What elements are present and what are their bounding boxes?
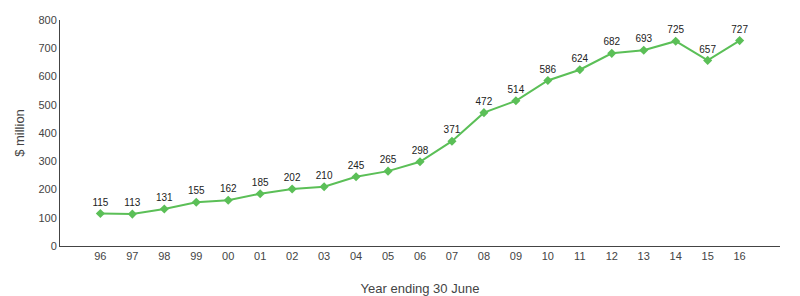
svg-text:300: 300 xyxy=(38,155,56,167)
svg-text:$ million: $ million xyxy=(12,109,27,157)
svg-text:682: 682 xyxy=(603,36,620,47)
svg-text:245: 245 xyxy=(348,160,365,171)
svg-text:11: 11 xyxy=(574,250,585,262)
svg-text:14: 14 xyxy=(670,250,682,262)
svg-text:624: 624 xyxy=(571,53,588,64)
svg-text:0: 0 xyxy=(51,240,57,252)
svg-text:06: 06 xyxy=(414,250,426,262)
svg-text:08: 08 xyxy=(478,250,490,262)
svg-text:12: 12 xyxy=(606,250,618,262)
svg-text:10: 10 xyxy=(542,250,554,262)
svg-text:01: 01 xyxy=(254,250,266,262)
svg-text:Year ending 30 June: Year ending 30 June xyxy=(361,281,480,296)
svg-text:155: 155 xyxy=(188,185,205,196)
svg-text:600: 600 xyxy=(38,70,56,82)
svg-text:472: 472 xyxy=(476,96,493,107)
svg-text:115: 115 xyxy=(92,197,108,208)
svg-text:500: 500 xyxy=(38,99,56,111)
svg-text:96: 96 xyxy=(94,250,106,262)
svg-text:16: 16 xyxy=(733,250,745,262)
svg-text:02: 02 xyxy=(286,250,298,262)
svg-text:800: 800 xyxy=(38,14,56,26)
svg-text:400: 400 xyxy=(38,127,56,139)
svg-text:03: 03 xyxy=(318,250,330,262)
svg-text:514: 514 xyxy=(508,84,525,95)
svg-text:693: 693 xyxy=(635,33,652,44)
svg-text:00: 00 xyxy=(222,250,234,262)
svg-text:200: 200 xyxy=(38,183,56,195)
svg-text:162: 162 xyxy=(220,183,237,194)
svg-text:586: 586 xyxy=(540,64,557,75)
svg-text:371: 371 xyxy=(444,124,461,135)
svg-text:98: 98 xyxy=(158,250,170,262)
svg-text:265: 265 xyxy=(380,154,397,165)
svg-text:100: 100 xyxy=(38,212,56,224)
svg-text:725: 725 xyxy=(667,24,684,35)
svg-text:185: 185 xyxy=(252,177,269,188)
svg-text:09: 09 xyxy=(510,250,522,262)
svg-text:97: 97 xyxy=(126,250,138,262)
svg-text:15: 15 xyxy=(702,250,714,262)
svg-text:131: 131 xyxy=(156,192,173,203)
svg-text:113: 113 xyxy=(124,197,140,208)
svg-text:700: 700 xyxy=(38,42,56,54)
svg-text:99: 99 xyxy=(190,250,202,262)
svg-text:07: 07 xyxy=(446,250,458,262)
svg-text:210: 210 xyxy=(316,170,333,181)
svg-text:202: 202 xyxy=(284,172,301,183)
svg-text:04: 04 xyxy=(350,250,362,262)
svg-text:05: 05 xyxy=(382,250,394,262)
svg-text:298: 298 xyxy=(412,145,429,156)
svg-text:727: 727 xyxy=(731,24,748,35)
svg-text:13: 13 xyxy=(638,250,650,262)
svg-text:657: 657 xyxy=(699,44,716,55)
